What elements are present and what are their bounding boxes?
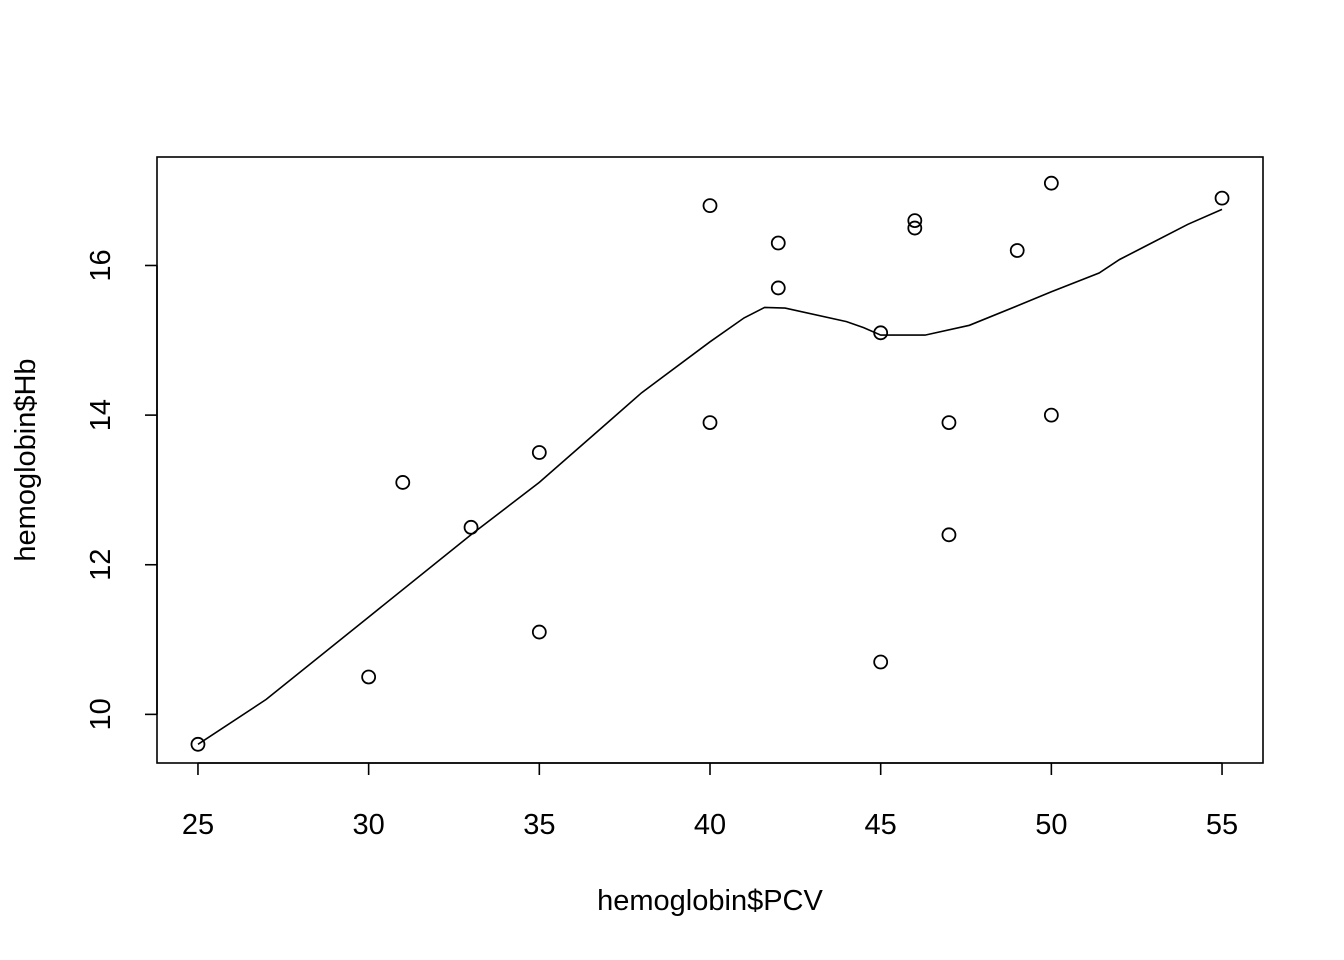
y-tick-label: 12 (85, 549, 117, 581)
data-point (531, 445, 547, 460)
x-tick-label: 50 (1035, 809, 1067, 841)
x-axis: 25 30 35 40 45 50 55 (182, 762, 1238, 841)
x-tick-label: 40 (694, 809, 726, 841)
plot-box (156, 156, 1264, 764)
data-point (361, 669, 377, 685)
data-point (702, 415, 718, 430)
data-point (873, 325, 889, 341)
data-point (1043, 175, 1059, 191)
data-point (463, 519, 479, 535)
x-tick-label: 30 (353, 809, 385, 841)
data-point (941, 527, 957, 543)
data-point (907, 220, 923, 236)
data-point (770, 280, 786, 296)
data-point (907, 213, 923, 228)
y-axis: 10 12 14 16 (85, 249, 158, 731)
y-tick-label: 16 (85, 249, 117, 281)
y-tick-label: 14 (85, 399, 117, 431)
data-point (1009, 243, 1025, 258)
data-point (1214, 190, 1230, 206)
x-tick-label: 25 (182, 809, 214, 841)
x-axis-label: hemoglobin$PCV (597, 885, 823, 917)
data-point (395, 475, 411, 490)
y-tick-label: 10 (85, 698, 117, 730)
x-tick-label: 55 (1206, 809, 1238, 841)
y-axis-label: hemoglobin$Hb (10, 358, 42, 561)
x-tick-label: 45 (865, 809, 897, 841)
x-tick-label: 35 (523, 809, 555, 841)
smoothed-trend-line (197, 208, 1223, 745)
data-point (770, 235, 786, 251)
data-point (941, 415, 957, 430)
data-point (531, 624, 547, 640)
data-points (190, 175, 1230, 752)
data-point (1043, 407, 1059, 423)
data-point (873, 654, 889, 670)
data-point (190, 736, 206, 752)
data-point (702, 198, 718, 214)
